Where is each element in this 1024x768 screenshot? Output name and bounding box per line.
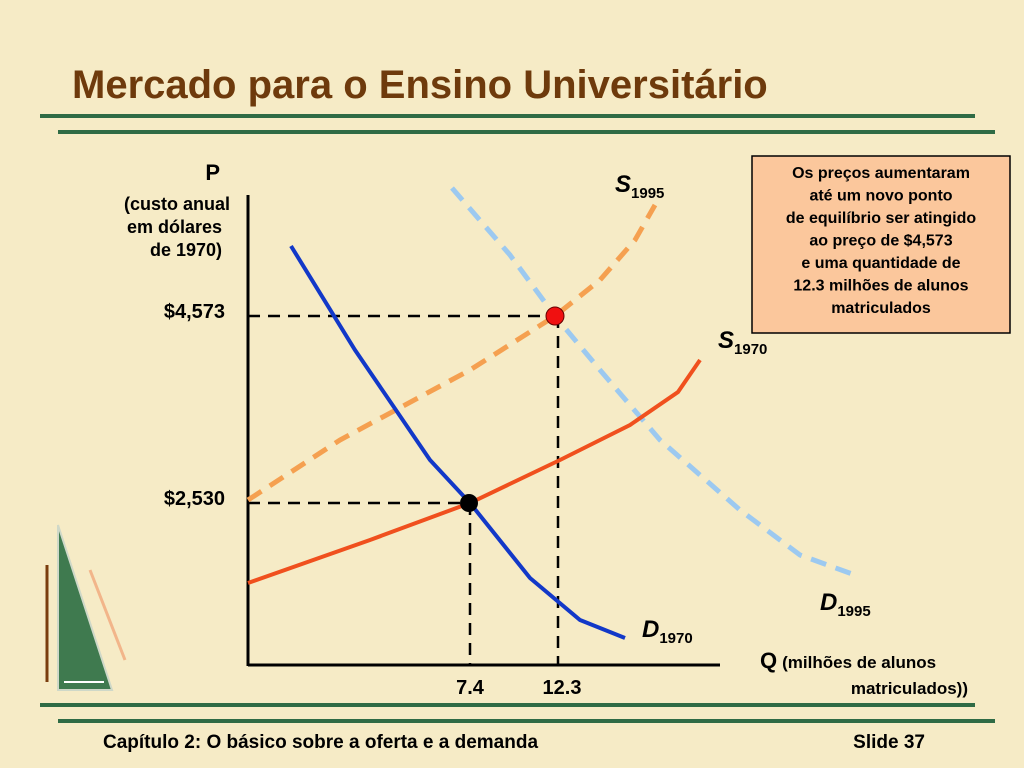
y-axis-label: em dólares (127, 217, 222, 237)
equilibrium-1970 (460, 494, 478, 512)
note-box (751, 155, 1011, 334)
curve-label: D1995 (820, 589, 871, 620)
note-line: de equilíbrio ser atingido (786, 210, 976, 227)
note-line: Os preços aumentaram (792, 165, 970, 182)
curve-label: D1970 (642, 616, 693, 647)
curve-label: S1995 (615, 171, 664, 202)
price-label: $4,573 (164, 301, 225, 323)
note-line: matriculados (831, 300, 931, 317)
y-axis-label: de 1970) (150, 240, 222, 260)
supply-1970 (247, 358, 702, 585)
price-label: $2,530 (164, 488, 225, 510)
x-axis-label: matriculados)) (851, 679, 968, 698)
y-axis-label: (custo anual (124, 194, 230, 214)
curve-label: S1970 (718, 327, 767, 358)
note-line: e uma quantidade de (801, 255, 960, 272)
equilibrium-1995 (545, 306, 565, 326)
footer-slide: Slide 37 (853, 732, 925, 753)
supply-1995 (246, 203, 658, 503)
x-axis-label: Q (milhões de alunos (760, 648, 936, 673)
note-line: até um novo ponto (809, 188, 952, 205)
decoration (88, 569, 127, 661)
quantity-label: 12.3 (543, 677, 582, 699)
quantity-label: 7.4 (456, 677, 485, 699)
decoration (57, 524, 114, 691)
title: Mercado para o Ensino Universitário (72, 63, 768, 107)
note-line: 12.3 milhões de alunos (793, 278, 968, 295)
note-line: ao preço de $4,573 (809, 233, 952, 250)
y-axis-symbol: P (205, 160, 220, 185)
demand-1995 (450, 186, 856, 578)
footer-chapter: Capítulo 2: O básico sobre a oferta e a … (103, 732, 538, 753)
